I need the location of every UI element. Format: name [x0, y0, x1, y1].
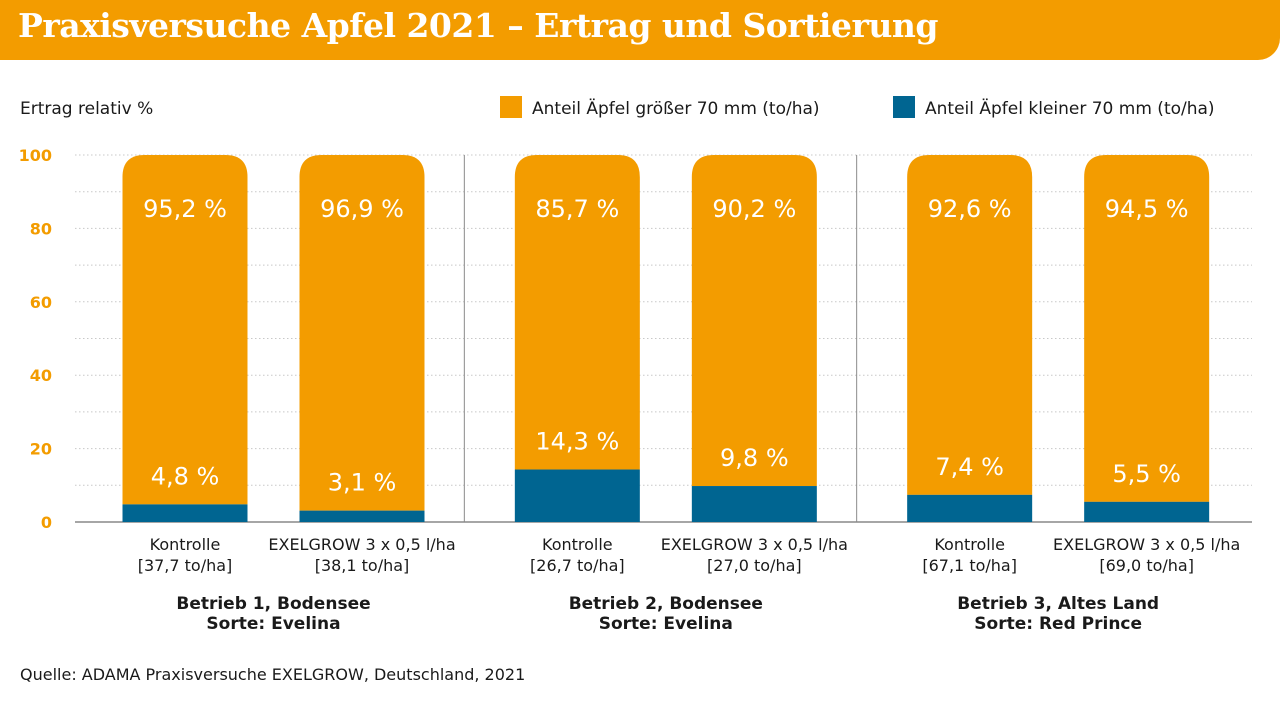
value-label-large: 96,9 %: [320, 195, 404, 223]
category-label: Kontrolle: [150, 535, 221, 554]
value-label-small: 14,3 %: [535, 428, 619, 456]
bar-large-segment: [1084, 155, 1210, 502]
chart-title: Praxisversuche Apfel 2021 – Ertrag und S…: [18, 6, 938, 45]
y-tick-label: 80: [30, 219, 52, 238]
bar-small-segment: [691, 486, 817, 522]
group-sublabel: Sorte: Evelina: [599, 614, 733, 634]
legend-label-large: Anteil Äpfel größer 70 mm (to/ha): [532, 98, 820, 119]
value-label-large: 92,6 %: [928, 195, 1012, 223]
category-sublabel: [67,1 to/ha]: [922, 556, 1017, 575]
category-label: EXELGROW 3 x 0,5 l/ha: [268, 535, 455, 554]
group-sublabel: Sorte: Red Prince: [974, 614, 1142, 634]
category-sublabel: [27,0 to/ha]: [707, 556, 802, 575]
category-label: Kontrolle: [542, 535, 613, 554]
label-layer: 0 20 40 60 80 100 95,2 % 4,8 % Kontrolle [37,7 to…: [19, 146, 1241, 634]
value-label-small: 7,4 %: [935, 453, 1004, 481]
bar-layer: [122, 155, 1210, 522]
y-tick-label: 40: [30, 366, 52, 385]
bar-small-segment: [1084, 501, 1210, 522]
group-label: Betrieb 3, Altes Land: [957, 594, 1159, 614]
source-note: Quelle: ADAMA Praxisversuche EXELGROW, D…: [20, 665, 525, 684]
group-label: Betrieb 2, Bodensee: [569, 594, 763, 614]
bar-small-segment: [514, 469, 640, 522]
value-label-large: 94,5 %: [1105, 195, 1189, 223]
value-label-small: 3,1 %: [328, 469, 397, 497]
bar-large-segment: [691, 155, 817, 487]
value-label-small: 5,5 %: [1112, 460, 1181, 488]
bar-large-segment: [514, 155, 640, 470]
legend-swatch-large: [500, 96, 522, 118]
category-label: EXELGROW 3 x 0,5 l/ha: [1053, 535, 1240, 554]
y-tick-label: 60: [30, 293, 52, 312]
category-sublabel: [38,1 to/ha]: [315, 556, 410, 575]
value-label-large: 90,2 %: [712, 195, 796, 223]
y-tick-label: 0: [41, 513, 52, 532]
group-sublabel: Sorte: Evelina: [206, 614, 340, 634]
y-tick-label: 20: [30, 440, 52, 459]
bar-large-segment: [299, 155, 425, 511]
value-label-large: 95,2 %: [143, 195, 227, 223]
value-label-small: 9,8 %: [720, 444, 789, 472]
bar-large-segment: [122, 155, 248, 505]
title-bar: Praxisversuche Apfel 2021 – Ertrag und S…: [0, 0, 1280, 60]
bar-large-segment: [907, 155, 1033, 495]
group-label: Betrieb 1, Bodensee: [176, 594, 370, 614]
bar-small-segment: [907, 494, 1033, 522]
bar-small-segment: [122, 504, 248, 522]
legend-swatch-small: [893, 96, 915, 118]
category-sublabel: [37,7 to/ha]: [138, 556, 233, 575]
legend-label-small: Anteil Äpfel kleiner 70 mm (to/ha): [925, 98, 1215, 119]
category-sublabel: [69,0 to/ha]: [1099, 556, 1194, 575]
category-label: EXELGROW 3 x 0,5 l/ha: [661, 535, 848, 554]
category-sublabel: [26,7 to/ha]: [530, 556, 625, 575]
y-axis-label: Ertrag relativ %: [20, 99, 153, 119]
grid-layer: [75, 154, 1252, 523]
value-label-large: 85,7 %: [535, 195, 619, 223]
category-label: Kontrolle: [934, 535, 1005, 554]
legend: Anteil Äpfel größer 70 mm (to/ha) Anteil…: [500, 96, 1215, 119]
bar-small-segment: [299, 510, 425, 522]
value-label-small: 4,8 %: [151, 462, 220, 490]
y-tick-label: 100: [19, 146, 52, 165]
